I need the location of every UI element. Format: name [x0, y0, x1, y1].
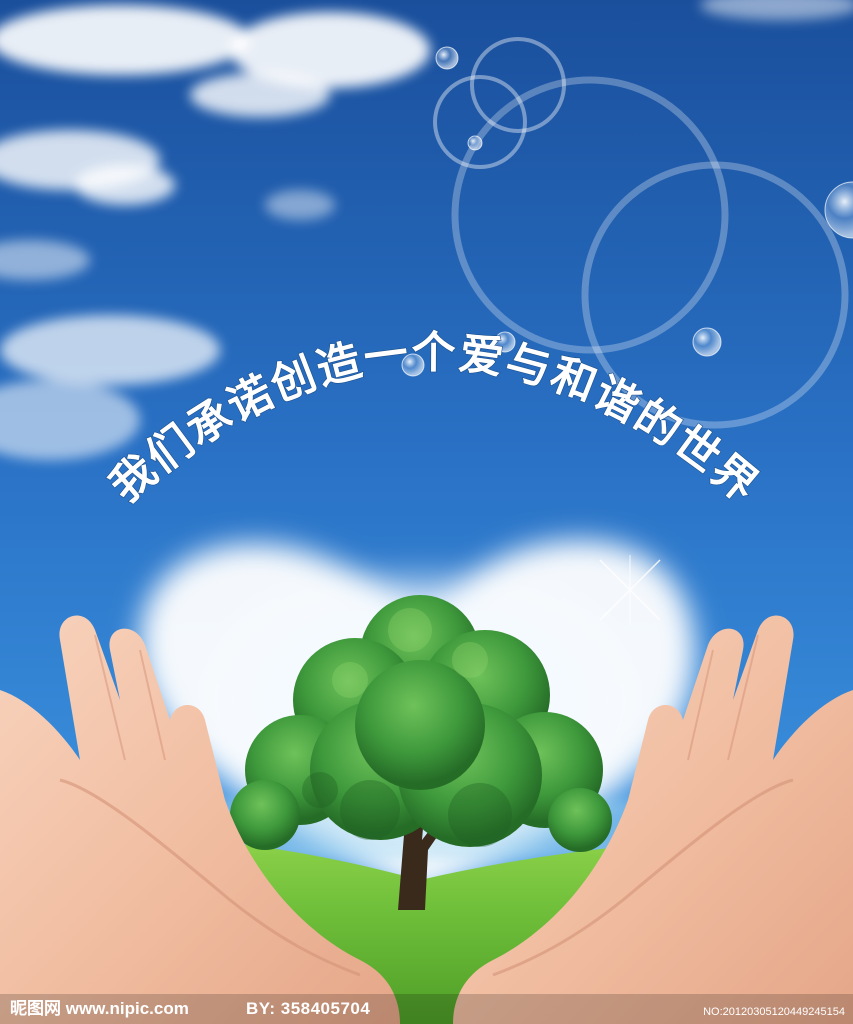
- tree: [230, 595, 612, 910]
- bubbles: [401, 46, 853, 377]
- light-rings: [433, 37, 849, 429]
- left-hand: [0, 615, 400, 1024]
- sparkle: [599, 555, 661, 625]
- watermark-site: 昵图网 www.nipic.com: [10, 999, 189, 1018]
- watermark-author: BY: 358405704: [246, 999, 370, 1018]
- watermark: 昵图网 www.nipic.com BY: 358405704 NO:20120…: [0, 994, 853, 1024]
- watermark-code: NO:20120305120449245154: [703, 1006, 845, 1018]
- sky-clouds: [0, 0, 853, 460]
- right-hand: [453, 615, 853, 1024]
